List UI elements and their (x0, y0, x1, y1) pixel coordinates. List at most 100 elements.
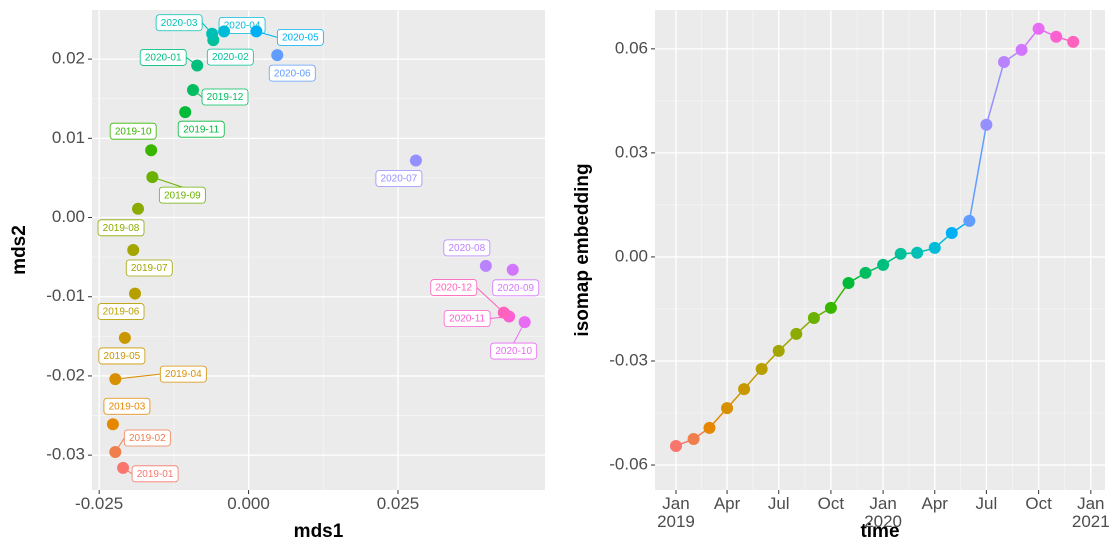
point (738, 383, 751, 396)
x-axis-title: time (860, 521, 899, 542)
point-label: 2020-11 (449, 314, 485, 325)
label-box (443, 310, 491, 327)
label-box (125, 259, 173, 277)
point (877, 258, 890, 271)
point-label: 2019-08 (103, 223, 140, 234)
label-box (131, 465, 179, 483)
y-tick-label: 0.02 (52, 49, 85, 68)
line-segment (985, 61, 1005, 126)
point (703, 421, 716, 434)
point (807, 311, 820, 324)
point (186, 84, 199, 96)
point (721, 402, 734, 415)
point-label: 2020-08 (448, 243, 485, 254)
x-tick-label: 0.000 (227, 494, 270, 513)
x-tick-label: Oct (1025, 494, 1052, 513)
point-label: 2019-05 (104, 351, 141, 362)
label-box (201, 88, 249, 106)
y-tick-label: -0.02 (46, 365, 85, 384)
label-box (268, 64, 316, 82)
point (109, 445, 122, 458)
point (409, 154, 422, 167)
label-box (155, 14, 203, 32)
label-box (123, 429, 171, 447)
point (1015, 43, 1028, 56)
point-label: 2020-12 (435, 283, 472, 294)
point (755, 362, 768, 375)
point-label: 2019-10 (115, 126, 152, 137)
point-label: 2019-04 (165, 369, 202, 380)
point (997, 56, 1010, 69)
y-tick-label: 0.03 (615, 142, 648, 161)
point-label: 2020-05 (282, 33, 319, 44)
label-leader (476, 287, 505, 313)
panel-background (655, 10, 1105, 490)
point (772, 344, 785, 357)
y-tick-label: -0.06 (609, 455, 648, 474)
point (132, 202, 145, 215)
point (218, 25, 231, 38)
point (687, 433, 700, 446)
point (669, 439, 682, 452)
point (118, 331, 131, 344)
point (824, 301, 837, 314)
y-tick-label: 0.00 (615, 246, 648, 265)
x-tick-label: Apr (921, 494, 948, 513)
label-box (139, 49, 187, 66)
point-label: 2020-06 (274, 68, 311, 79)
point-label: 2019-09 (164, 190, 201, 201)
point (1050, 30, 1063, 43)
point (191, 59, 204, 72)
x-axis-title: mds1 (294, 521, 344, 542)
label-box (97, 303, 145, 320)
point-label: 2019-01 (137, 469, 174, 480)
point-label: 2020-01 (145, 53, 182, 64)
label-box (109, 122, 157, 140)
point (206, 27, 219, 40)
point (911, 246, 924, 259)
label-box (177, 120, 225, 138)
point (497, 306, 510, 319)
point (271, 49, 284, 62)
x-tick-label: Jan 2019 (657, 494, 695, 531)
point-label: 2019-12 (207, 92, 244, 103)
point (117, 461, 130, 474)
point-label: 2019-11 (183, 124, 219, 135)
label-leader (115, 373, 161, 380)
x-tick-label: 0.025 (376, 494, 420, 513)
y-tick-label: 0.06 (615, 38, 648, 57)
y-tick-label: -0.03 (46, 445, 85, 464)
x-tick-label: Jul (975, 494, 998, 513)
point (129, 287, 142, 300)
point (859, 266, 872, 279)
label-box (103, 397, 151, 415)
point (790, 327, 803, 340)
point (894, 247, 907, 260)
point-label: 2019-03 (109, 401, 146, 412)
point (980, 118, 993, 131)
point (479, 259, 492, 272)
point (928, 241, 941, 254)
label-box (490, 342, 538, 360)
x-tick-label: -0.025 (75, 494, 124, 513)
point (250, 25, 263, 38)
label-box (98, 347, 146, 365)
y-axis-title: mds2 (9, 225, 30, 275)
line-segment (968, 124, 988, 221)
point-label: 2020-03 (161, 18, 198, 29)
point-label: 2020-07 (381, 174, 418, 185)
point (963, 214, 976, 227)
y-axis-title: isomap embedding (572, 163, 593, 336)
label-box (443, 239, 491, 257)
label-box (375, 170, 423, 187)
point-label: 2020-02 (212, 52, 249, 63)
label-box (492, 279, 540, 297)
point (506, 263, 519, 276)
x-tick-label: Oct (817, 494, 845, 513)
point (127, 244, 140, 256)
point (106, 418, 119, 431)
point-label: 2019-06 (103, 307, 140, 318)
point-label: 2020-04 (224, 21, 261, 32)
point (518, 316, 531, 329)
